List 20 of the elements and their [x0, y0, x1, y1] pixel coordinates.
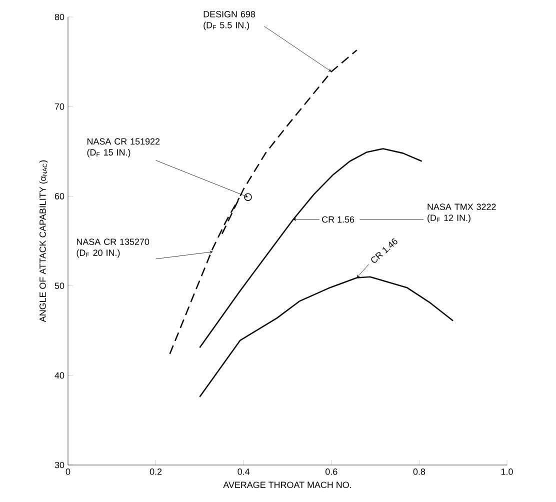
x-tick-label: 0: [66, 468, 70, 475]
x-axis-title: AVERAGE THROAT MACH NO.: [223, 482, 352, 488]
x-tick-label: 0.4: [238, 468, 250, 475]
x-tick-label: 1.0: [501, 468, 513, 475]
x-tick-label: 0.6: [326, 468, 338, 475]
y-tick-label: 70: [54, 103, 64, 110]
y-tick-label: 80: [54, 14, 64, 20]
annotation: NASA CR 151922 (D$_{F}$ 15 IN.): [87, 138, 160, 158]
x-tick-label: 0.8: [413, 468, 426, 475]
y-axis-title: ANGLE OF ATTACK CAPABILITY (α$_{NAC}$): [39, 160, 48, 322]
y-tick-label: 50: [54, 282, 64, 289]
annotation: DESIGN 698 (D$_{F}$ 5.5 IN.): [204, 11, 256, 30]
y-tick-label: 60: [54, 193, 64, 200]
annotation: CR 1.56: [322, 216, 354, 223]
annotation: CR 1.46: [371, 238, 398, 263]
annotation: NASA TMX 3222 (D$_{F}$ 12 IN.): [428, 204, 496, 223]
x-tick-label: 0.2: [150, 468, 162, 475]
y-tick-label: 40: [54, 372, 64, 379]
annotation: NASA CR 135270 (D$_{F}$ 20 IN.): [76, 238, 150, 258]
y-tick-label: 30: [54, 462, 64, 468]
